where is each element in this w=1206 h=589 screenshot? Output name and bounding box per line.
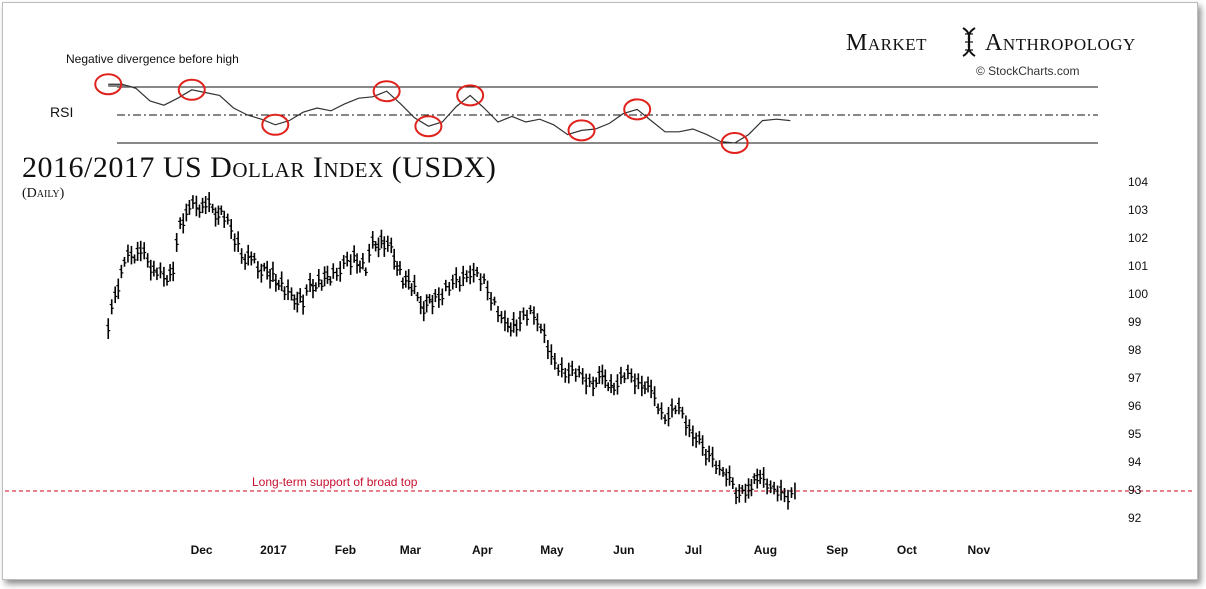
chart-subtitle: (Daily) — [22, 186, 65, 201]
rsi-highlight-circle — [567, 119, 596, 142]
y-tick-label: 95 — [1128, 427, 1142, 441]
rsi-highlight-circle — [261, 113, 290, 136]
rsi-highlight-circle — [414, 115, 443, 138]
brand-word-market: Market — [846, 30, 928, 56]
x-tick-label: Feb — [334, 543, 357, 557]
y-tick-label: 96 — [1128, 399, 1142, 413]
support-line-label: Long-term support of broad top — [252, 475, 418, 489]
x-tick-label: Sep — [826, 543, 849, 557]
x-tick-label: Mar — [399, 543, 422, 557]
y-tick-label: 99 — [1128, 315, 1142, 329]
rsi-highlight-circle — [177, 78, 206, 101]
y-tick-label: 92 — [1128, 511, 1142, 525]
price-panel — [5, 192, 1194, 510]
x-tick-label: Dec — [190, 543, 213, 557]
x-tick-label: Jul — [684, 543, 703, 557]
chart-title: 2016/2017 US Dollar Index (USDX) — [22, 151, 497, 184]
y-tick-label: 103 — [1128, 203, 1149, 217]
y-tick-label: 94 — [1128, 455, 1142, 469]
x-tick-label: 2017 — [260, 543, 287, 557]
x-tick-label: Jun — [613, 543, 635, 557]
y-tick-label: 102 — [1128, 231, 1149, 245]
chart-frame — [2, 2, 1198, 580]
rsi-series-line — [108, 83, 791, 144]
x-tick-label: May — [540, 543, 564, 557]
rsi-panel — [94, 73, 1098, 154]
x-tick-label: Nov — [967, 543, 991, 557]
rsi-highlight-circle — [372, 80, 401, 103]
rsi-label: RSI — [50, 104, 74, 120]
y-tick-label: 101 — [1128, 259, 1149, 273]
dna-icon — [962, 27, 976, 57]
y-tick-label: 104 — [1128, 175, 1149, 189]
x-tick-label: Oct — [896, 543, 917, 557]
brand-word-anthropology: Anthropology — [985, 30, 1136, 56]
source-credit: © StockCharts.com — [976, 64, 1080, 78]
rsi-annotation: Negative divergence before high — [66, 52, 239, 66]
y-tick-label: 98 — [1128, 343, 1142, 357]
x-tick-label: Aug — [753, 543, 778, 557]
rsi-highlight-circle — [94, 73, 123, 96]
rsi-highlight-circle — [623, 98, 652, 121]
rsi-highlight-circle — [720, 132, 749, 154]
x-tick-label: Apr — [471, 543, 493, 557]
rsi-highlight-circle — [456, 84, 485, 107]
y-tick-label: 97 — [1128, 371, 1142, 385]
y-tick-label: 93 — [1128, 483, 1142, 497]
y-tick-label: 100 — [1128, 287, 1149, 301]
